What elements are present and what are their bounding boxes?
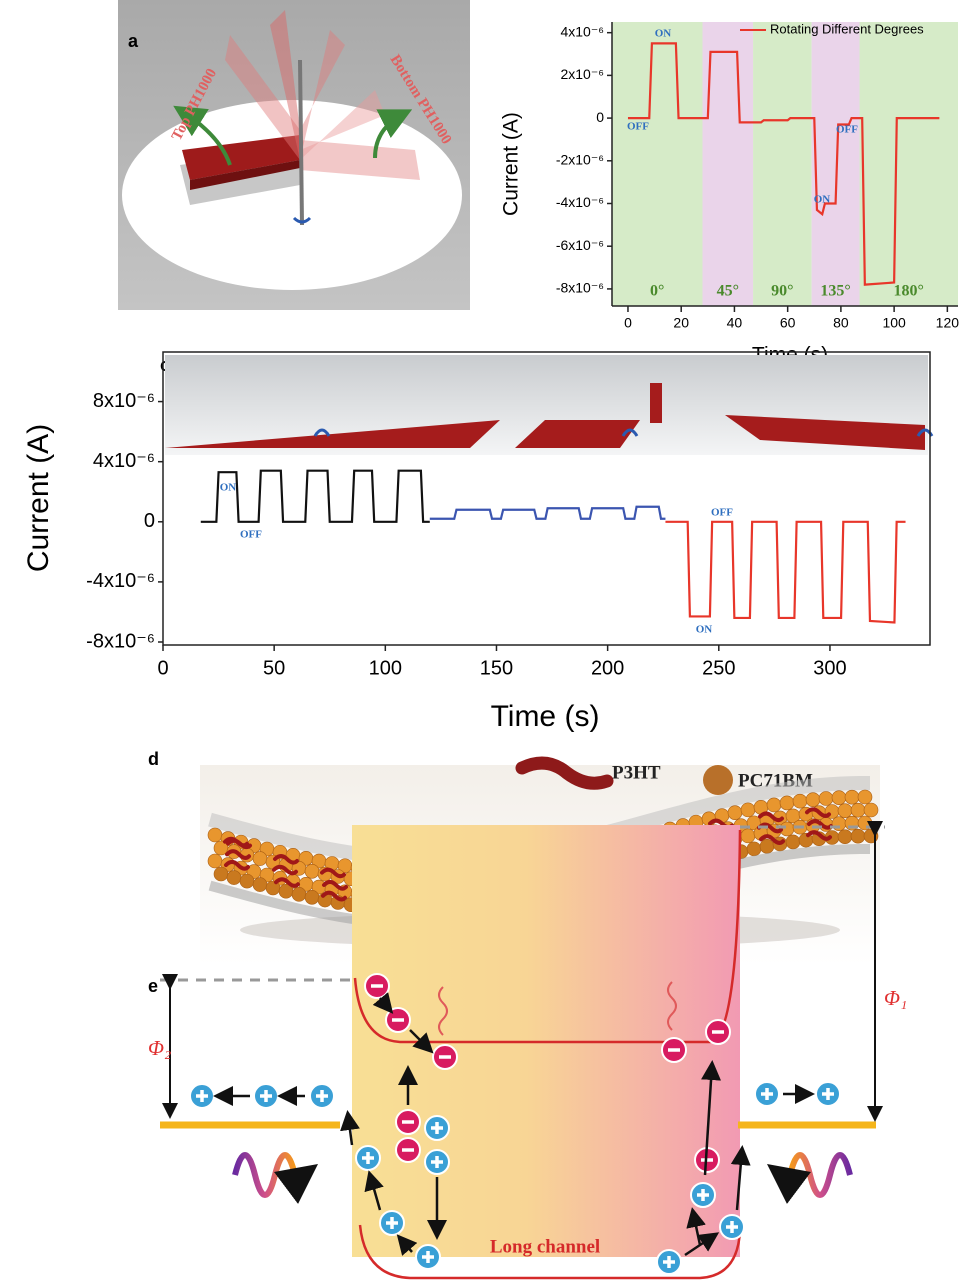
- pc71bm-ball: [208, 828, 222, 842]
- pc71bm-ball: [786, 835, 800, 849]
- panel-a: Top PH1000 Bottom PH1000 a: [118, 0, 470, 310]
- panel-label: e: [148, 976, 158, 996]
- pc71bm-ball: [240, 874, 254, 888]
- x-tick-label: 150: [480, 657, 513, 679]
- pc71bm-ball: [305, 864, 319, 878]
- phi2-label: Φ₂: [148, 1036, 171, 1060]
- y-tick-label: -2x10⁻⁶: [556, 152, 604, 168]
- light-wave: [790, 1155, 850, 1195]
- angle-region: [812, 22, 860, 306]
- y-tick-label: 2x10⁻⁶: [560, 66, 604, 82]
- pc71bm-ball: [832, 791, 846, 805]
- x-tick-label: 200: [591, 657, 624, 679]
- pc71bm-ball: [292, 887, 306, 901]
- x-axis-title: Time (s): [491, 700, 600, 733]
- legend-label: Rotating Different Degrees: [770, 21, 924, 36]
- phi1-label: Φ₁: [884, 986, 907, 1010]
- pc71bm-ball: [780, 796, 794, 810]
- pc71bm-ball: [838, 830, 852, 844]
- annotation: OFF: [627, 121, 649, 133]
- pc71bm-ball: [845, 790, 859, 804]
- region-label: 45°: [717, 283, 739, 300]
- pc71bm-ball: [838, 804, 852, 818]
- y-tick-label: -4x10⁻⁶: [86, 570, 155, 592]
- panel-label: a: [128, 31, 139, 51]
- page: Top PH1000 Bottom PH1000 a b c d P3HT PC…: [0, 0, 960, 1284]
- data-line: [201, 471, 430, 522]
- data-line: [430, 507, 666, 519]
- y-tick-label: -4x10⁻⁶: [556, 194, 604, 210]
- transfer-arrow: [348, 1115, 352, 1145]
- y-tick-label: 8x10⁻⁶: [93, 390, 155, 412]
- region-label: 90°: [771, 283, 793, 300]
- y-tick-label: -6x10⁻⁶: [556, 237, 604, 253]
- angle-region: [753, 22, 812, 306]
- annotation: OFF: [836, 124, 858, 136]
- pc71bm-ball: [747, 842, 761, 856]
- film-vertical: [650, 383, 662, 423]
- angle-region: [860, 22, 958, 306]
- x-tick-label: 50: [263, 657, 285, 679]
- annotation: OFF: [240, 529, 262, 541]
- light-wave: [235, 1155, 295, 1195]
- pc71bm-ball: [767, 798, 781, 812]
- pc71bm-ball: [819, 792, 833, 806]
- x-tick-label: 120: [936, 315, 960, 331]
- y-axis-title: Current (A): [500, 112, 523, 216]
- pc71bm-ball: [858, 790, 872, 804]
- pc71bm-ball: [832, 817, 846, 831]
- y-axis-title: Current (A): [22, 424, 55, 572]
- angle-region: [612, 22, 702, 306]
- p3ht-label: P3HT: [612, 762, 661, 783]
- annotation: ON: [655, 28, 672, 40]
- pc71bm-ball: [214, 867, 228, 881]
- x-tick-label: 0: [624, 315, 632, 331]
- region-label: 180°: [894, 283, 924, 300]
- y-tick-label: -8x10⁻⁶: [556, 280, 604, 296]
- pc71bm-ball: [864, 803, 878, 817]
- pc71bm-ball: [305, 890, 319, 904]
- pc71bm-ball: [728, 806, 742, 820]
- annotation: OFF: [711, 507, 733, 519]
- region-label: 0°: [650, 283, 664, 300]
- y-tick-label: 0: [144, 510, 155, 532]
- pc71bm-ball: [741, 829, 755, 843]
- figure: Top PH1000 Bottom PH1000 a b c d P3HT PC…: [0, 0, 960, 1284]
- data-line: [665, 522, 905, 623]
- pc71bm-ball: [253, 878, 267, 892]
- y-tick-label: 0: [596, 109, 604, 125]
- x-tick-label: 100: [882, 315, 906, 331]
- y-tick-label: -8x10⁻⁶: [86, 630, 155, 652]
- x-tick-label: 60: [780, 315, 796, 331]
- x-tick-label: 0: [157, 657, 168, 679]
- x-tick-label: 300: [813, 657, 846, 679]
- x-tick-label: 40: [727, 315, 743, 331]
- pc71bm-ball: [227, 871, 241, 885]
- channel-label: Long channel: [490, 1236, 600, 1257]
- pc71bm-ball: [760, 839, 774, 853]
- pc71bm-icon: [703, 765, 733, 795]
- annotation: ON: [696, 624, 713, 636]
- rod: [300, 60, 302, 225]
- pc71bm-ball: [208, 854, 222, 868]
- pc71bm-ball: [741, 803, 755, 817]
- pc71bm-ball: [851, 803, 865, 817]
- pc71bm-ball: [793, 794, 807, 808]
- x-tick-label: 250: [702, 657, 735, 679]
- x-tick-label: 80: [833, 315, 849, 331]
- annotation: ON: [814, 194, 831, 206]
- pc71bm-ball: [851, 829, 865, 843]
- inset-illustration: [165, 355, 932, 455]
- annotation: ON: [220, 482, 237, 494]
- panel-label: d: [148, 749, 159, 769]
- y-tick-label: 4x10⁻⁶: [560, 23, 604, 39]
- x-tick-label: 100: [369, 657, 402, 679]
- x-tick-label: 20: [673, 315, 689, 331]
- pc71bm-ball: [806, 793, 820, 807]
- y-tick-label: 4x10⁻⁶: [93, 450, 155, 472]
- region-label: 135°: [820, 283, 850, 300]
- pc71bm-ball: [253, 852, 267, 866]
